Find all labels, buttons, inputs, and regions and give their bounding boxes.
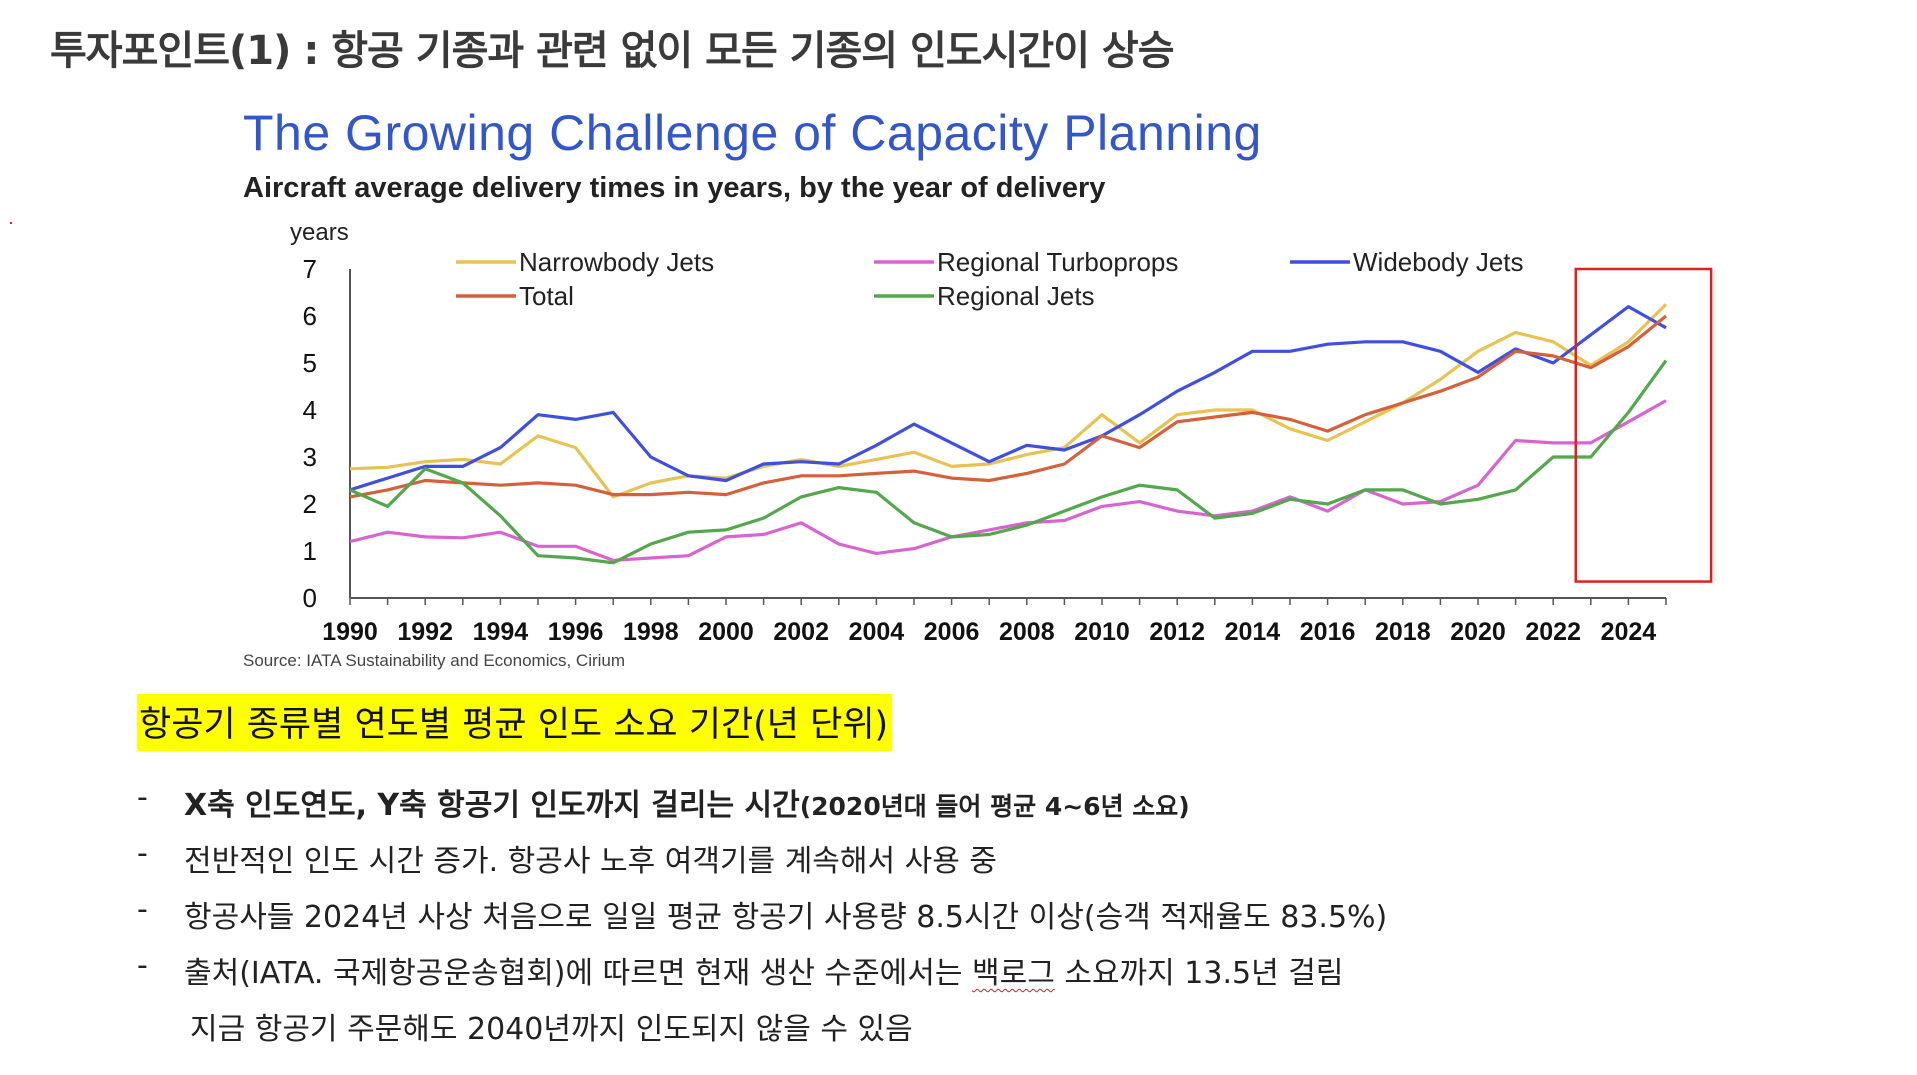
x-tick-label: 1998 xyxy=(623,618,679,646)
legend-label-regional-turboprops: Regional Turboprops xyxy=(937,247,1178,277)
x-tick-label: 2010 xyxy=(1074,618,1130,646)
bullet-dash: - xyxy=(137,836,148,871)
y-tick-label: 1 xyxy=(303,536,317,566)
series-line-narrowbody-jets xyxy=(349,303,1668,499)
y-tick-label: 3 xyxy=(303,442,317,472)
x-tick-label: 2008 xyxy=(999,618,1055,646)
series-line-regional-turboprops xyxy=(349,399,1667,563)
chart-title: The Growing Challenge of Capacity Planni… xyxy=(243,105,1262,161)
slide-title: 투자포인트(1) : 항공 기종과 관련 없이 모든 기종의 인도시간이 상승 xyxy=(50,28,1175,74)
chart-axes: years 0 1 2 3 4 5 6 7 1990 1992 1994 1996 1998 2000 200… xyxy=(290,219,1667,646)
y-tick-label: 0 xyxy=(303,583,317,613)
bullet-dash: - xyxy=(137,948,148,983)
x-tick-label: 2006 xyxy=(924,618,980,646)
highlight-box xyxy=(1574,267,1713,583)
legend-label-regional-jets: Regional Jets xyxy=(937,281,1095,311)
y-tick-label: 6 xyxy=(303,301,317,331)
x-tick-label: 2002 xyxy=(773,618,829,646)
series-line-widebody-jets xyxy=(349,305,1667,492)
x-tick-label: 2020 xyxy=(1450,618,1506,646)
x-tick-label: 2000 xyxy=(698,618,754,646)
bullet-text: 전반적인 인도 시간 증가. 항공사 노후 여객기를 계속해서 사용 중 xyxy=(184,844,997,879)
chart-caption: 항공기 종류별 연도별 평균 인도 소요 기간(년 단위) xyxy=(137,694,893,751)
bullet-bold-text: X축 인도연도, Y축 항공기 인도까지 걸리는 시간 xyxy=(184,788,800,823)
x-tick-label: 1992 xyxy=(397,618,453,646)
bullet-dash: - xyxy=(137,780,148,815)
highlight-box-group xyxy=(1574,267,1713,583)
x-tick-label: 2022 xyxy=(1525,618,1581,646)
stray-mark xyxy=(10,222,12,224)
bullet-text: 소요까지 13.5년 걸림 xyxy=(1054,956,1344,991)
x-tick-label: 2014 xyxy=(1225,618,1281,646)
series-line-total xyxy=(349,314,1668,499)
series-line-regional-jets xyxy=(349,359,1668,565)
chart-subtitle: Aircraft average delivery times in years… xyxy=(243,172,1106,204)
y-tick-label: 4 xyxy=(303,395,317,425)
x-tick-label: 1990 xyxy=(322,618,378,646)
bullet-dash: - xyxy=(137,892,148,927)
bullet-text: 항공사들 2024년 사상 처음으로 일일 평균 항공기 사용량 8.5시간 이… xyxy=(184,900,1388,935)
x-tick-label: 2012 xyxy=(1149,618,1205,646)
y-tick-label: 2 xyxy=(303,489,317,519)
chart-series-lines xyxy=(349,303,1668,565)
bullet-bold-note: (2020년대 들어 평균 4~6년 소요) xyxy=(799,792,1190,821)
y-axis-label: years xyxy=(290,219,349,246)
legend-label-total: Total xyxy=(519,281,574,311)
x-tick-label: 2024 xyxy=(1601,618,1657,646)
chart-legend: Narrowbody Jets Regional Turboprops Widebo… xyxy=(456,247,1524,311)
spellcheck-word: 백로그 xyxy=(972,956,1055,991)
legend-label-widebody-jets: Widebody Jets xyxy=(1353,247,1524,277)
x-tick-label: 1996 xyxy=(548,618,604,646)
y-tick-label: 7 xyxy=(303,254,317,284)
chart-source: Source: IATA Sustainability and Economic… xyxy=(243,651,626,670)
bullet-continuation: 지금 항공기 주문해도 2040년까지 인도되지 않을 수 있음 xyxy=(190,1012,913,1047)
legend-label-narrowbody-jets: Narrowbody Jets xyxy=(519,247,714,277)
x-tick-label: 2018 xyxy=(1375,618,1431,646)
bullet-text: 출처(IATA. 국제항공운송협회)에 따르면 현재 생산 수준에서는 xyxy=(184,956,972,991)
x-tick-label: 2016 xyxy=(1300,618,1356,646)
y-tick-label: 5 xyxy=(303,348,317,378)
x-tick-label: 2004 xyxy=(849,618,905,646)
x-tick-label: 1994 xyxy=(473,618,529,646)
